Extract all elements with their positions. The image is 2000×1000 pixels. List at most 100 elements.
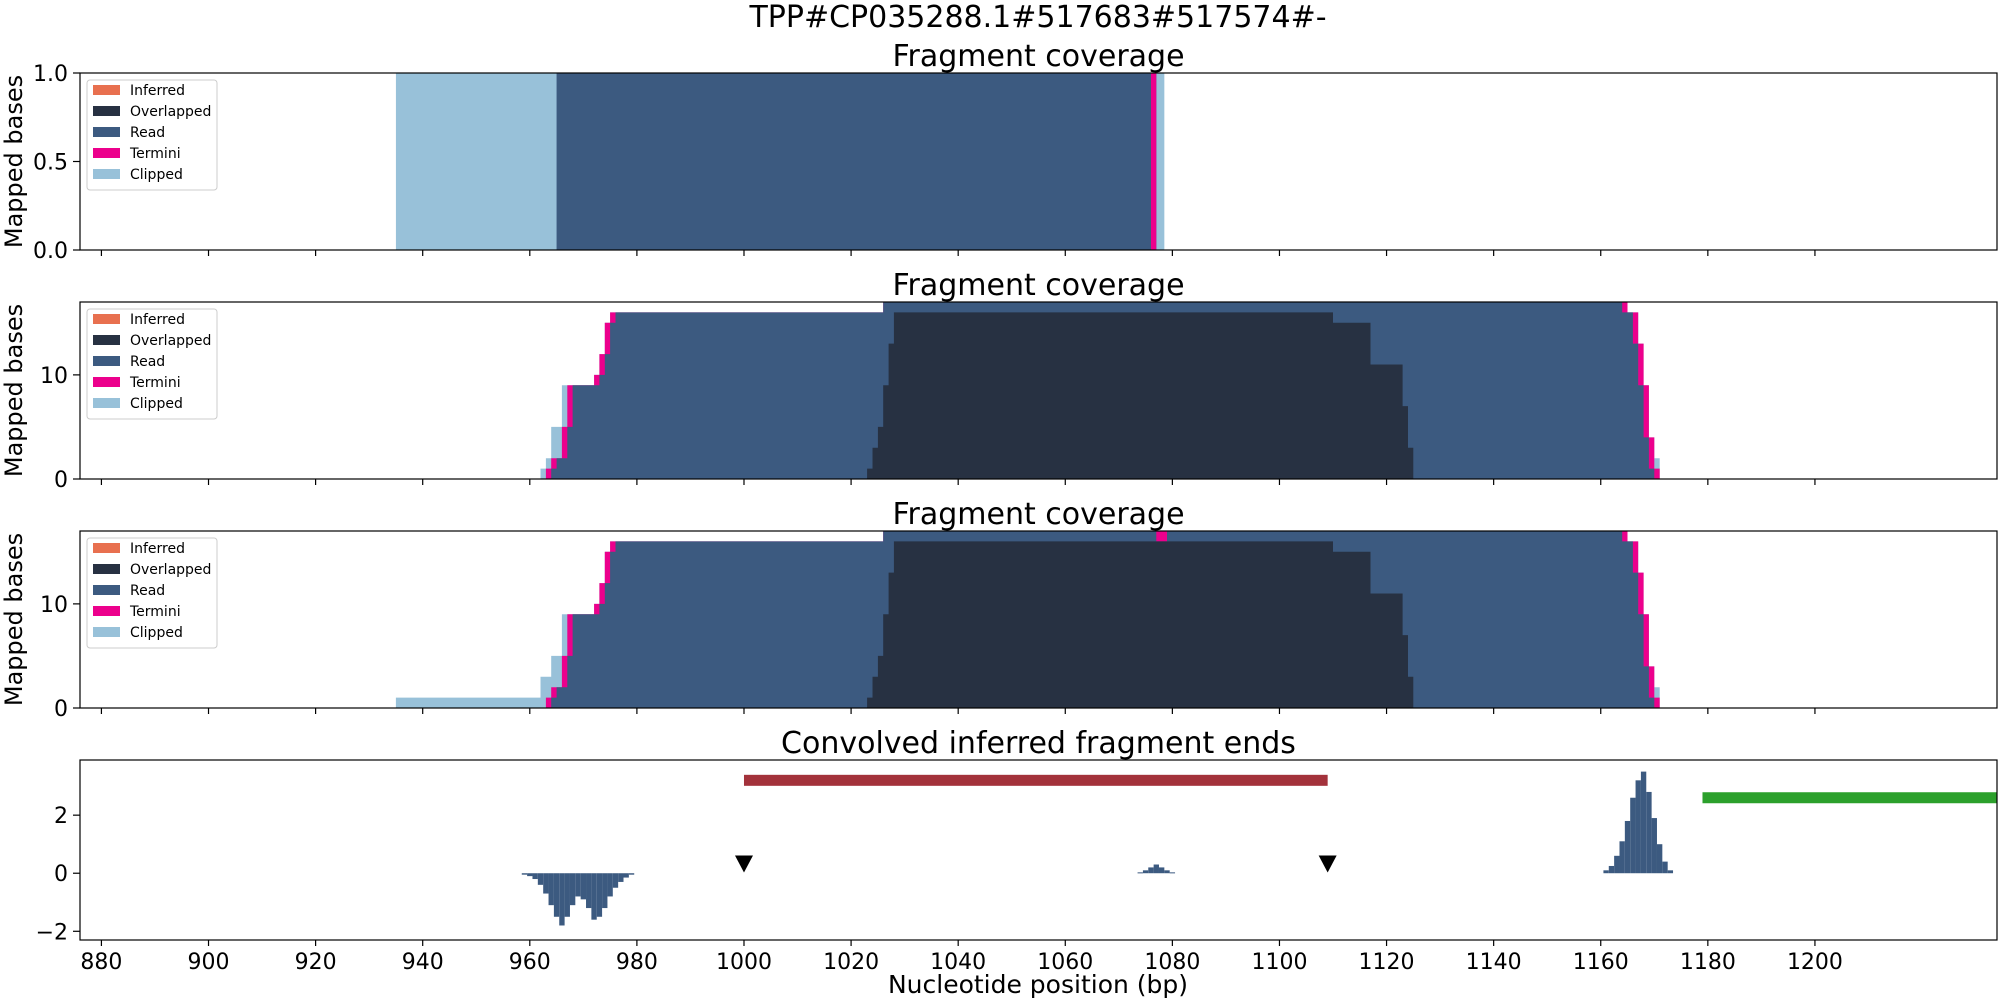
histogram-bar (1656, 844, 1663, 874)
legend-label-inferred: Inferred (130, 541, 185, 557)
overlapped-area (867, 312, 1414, 479)
legend-swatch-clipped (93, 169, 120, 179)
histogram-bar (1608, 865, 1615, 874)
plot-area (395, 531, 1660, 708)
legend-label-termini: Termini (129, 375, 181, 391)
panel-frame (79, 301, 1998, 480)
legend-swatch-read (93, 585, 120, 595)
histogram-bar (1651, 818, 1657, 874)
histogram-bar (527, 873, 533, 877)
legend-swatch-read (93, 127, 120, 137)
legend-label-inferred: Inferred (130, 312, 185, 328)
histogram-bar (1137, 872, 1143, 874)
triangle-marker (734, 855, 753, 873)
legend-swatch-termini (93, 606, 120, 616)
y-tick-label: 0 (54, 862, 68, 887)
x-tick-label: 960 (509, 950, 551, 975)
histogram-bar (575, 873, 581, 897)
histogram-bar (543, 873, 549, 894)
y-tick-label: 0.5 (33, 151, 68, 176)
x-tick-label: 880 (80, 950, 122, 975)
panel-2: Fragment coverage 0 10 Mapped bases Inferred… (0, 268, 1998, 493)
legend-swatch-inferred (93, 543, 120, 553)
legend-label-read: Read (130, 354, 165, 370)
legend-swatch-inferred (93, 314, 120, 324)
plot-area (521, 771, 1997, 926)
legend-label-clipped: Clipped (130, 167, 183, 183)
histogram-bar (607, 873, 613, 897)
x-axis-label: Nucleotide position (bp) (888, 970, 1188, 999)
histogram-bar (559, 873, 565, 926)
histogram-bar (596, 873, 603, 917)
x-tick-label: 1040 (930, 950, 986, 975)
x-tick-label: 940 (402, 950, 444, 975)
legend: Inferred Overlapped Read Termini Clipped (86, 79, 218, 191)
legend-label-termini: Termini (129, 146, 181, 162)
histogram-bar (1640, 771, 1647, 874)
histogram-bar (618, 873, 624, 882)
legend-swatch-termini (93, 148, 120, 158)
histogram-bar (586, 873, 592, 909)
histogram-bar (553, 873, 560, 917)
histogram-bar (548, 873, 554, 906)
x-tick-label: 1060 (1037, 950, 1093, 975)
legend-swatch-overlapped (93, 564, 120, 574)
legend-swatch-overlapped (93, 106, 120, 116)
histogram-bar (612, 873, 619, 888)
legend-label-overlapped: Overlapped (130, 562, 211, 578)
panel-4: Convolved inferred fragment ends −2 0 2 880 9… (36, 726, 1998, 975)
legend-label-inferred: Inferred (130, 83, 185, 99)
y-axis-label: Mapped bases (0, 533, 28, 706)
x-tick-label: 1140 (1466, 950, 1522, 975)
figure-suptitle: TPP#CP035288.1#517683#517574#- (748, 0, 1326, 35)
histogram-bar (1630, 797, 1636, 874)
interval-bar (1702, 792, 1997, 804)
histogram-bar (1169, 872, 1176, 874)
legend-swatch-read (93, 356, 120, 366)
panel-frame (79, 759, 1998, 941)
histogram-bar (1662, 861, 1668, 874)
panel-3: Fragment coverage 0 10 Mapped bases Inferred… (0, 497, 1998, 722)
y-tick-label: 10 (40, 364, 68, 389)
legend: Inferred Overlapped Read Termini Clipped (86, 537, 218, 649)
legend-label-clipped: Clipped (130, 396, 183, 412)
y-tick-label: 10 (40, 593, 68, 618)
read-area (556, 73, 1157, 250)
y-axis-label: Mapped bases (0, 304, 28, 477)
x-tick-label: 1200 (1787, 950, 1843, 975)
x-tick-label: 1120 (1359, 950, 1415, 975)
histogram-bar (537, 873, 544, 885)
histogram-bar (1624, 820, 1631, 874)
y-tick-label: 0 (54, 697, 68, 722)
y-tick-label: 0.0 (33, 239, 68, 264)
histogram-bar (591, 873, 597, 920)
x-tick-label: 1020 (823, 950, 879, 975)
panel-title: Fragment coverage (892, 39, 1184, 74)
x-tick-label: 1080 (1144, 950, 1200, 975)
histogram-bar (532, 873, 538, 880)
histogram-bar (1635, 780, 1641, 874)
y-tick-label: −2 (36, 920, 68, 945)
histogram-bar (1614, 855, 1620, 874)
legend-swatch-clipped (93, 398, 120, 408)
legend-label-clipped: Clipped (130, 625, 183, 641)
legend-label-overlapped: Overlapped (130, 333, 211, 349)
histogram-bar (628, 873, 635, 875)
histogram-bar (1158, 867, 1165, 874)
histogram-bar (1667, 870, 1674, 874)
x-tick-label: 980 (616, 950, 658, 975)
histogram-bar (1619, 841, 1625, 874)
histogram-bar (1164, 870, 1170, 874)
histogram-bar (623, 873, 629, 878)
legend: Inferred Overlapped Read Termini Clipped (86, 308, 218, 420)
y-tick-label: 1.0 (33, 62, 68, 87)
x-tick-label: 1180 (1680, 950, 1736, 975)
histogram-bar (602, 873, 608, 909)
legend-label-read: Read (130, 583, 165, 599)
histogram-bar (564, 873, 570, 917)
histogram-bar (1148, 867, 1154, 874)
legend-swatch-clipped (93, 627, 120, 637)
histogram-bar (1646, 791, 1652, 874)
histogram-bar (569, 873, 576, 906)
